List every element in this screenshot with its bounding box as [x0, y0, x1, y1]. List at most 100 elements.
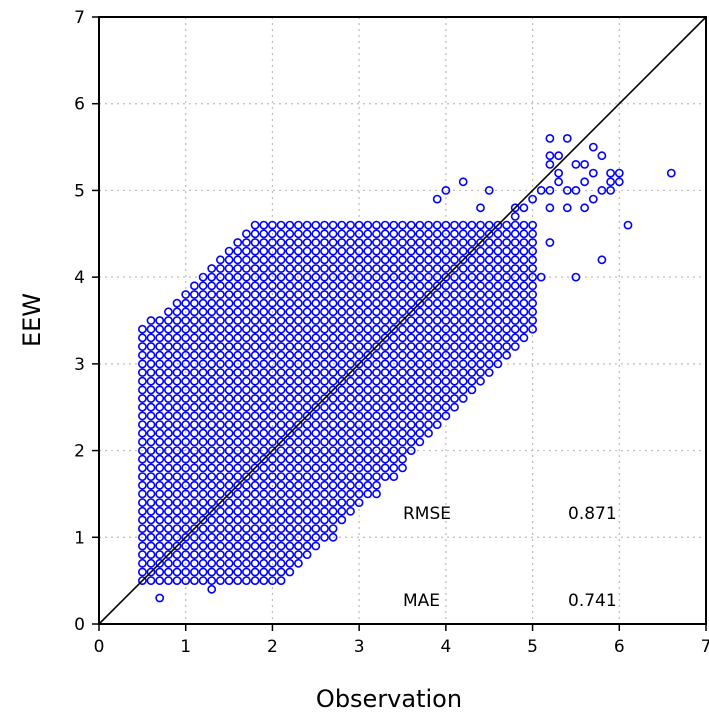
data-point	[189, 437, 199, 447]
data-point	[510, 255, 520, 265]
data-point	[476, 220, 485, 230]
data-point	[224, 541, 234, 551]
data-point	[224, 428, 234, 438]
data-point	[250, 342, 260, 351]
data-point	[285, 437, 295, 447]
data-point	[476, 316, 485, 325]
data-point	[259, 368, 269, 377]
data-point	[267, 238, 277, 247]
data-point	[363, 229, 373, 239]
data-point	[293, 246, 303, 256]
data-point	[241, 489, 251, 499]
data-point	[276, 255, 286, 265]
data-point	[380, 411, 390, 421]
data-point	[406, 307, 416, 317]
data-point	[346, 246, 355, 256]
data-point	[346, 402, 355, 412]
data-point	[415, 238, 425, 247]
data-point	[328, 298, 338, 308]
data-point	[528, 264, 537, 273]
data-point	[259, 307, 269, 317]
data-point	[467, 290, 477, 299]
data-point	[293, 532, 303, 542]
data-point	[302, 368, 312, 377]
data-point	[146, 394, 156, 403]
data-point	[137, 524, 147, 533]
data-point	[311, 437, 321, 447]
data-point	[389, 454, 399, 464]
data-point	[189, 359, 199, 369]
data-point	[172, 307, 182, 317]
data-point	[172, 420, 182, 429]
data-point	[224, 446, 234, 455]
data-point	[241, 307, 251, 317]
data-point	[163, 402, 173, 412]
data-point	[250, 359, 260, 369]
data-point	[328, 489, 338, 499]
data-point	[146, 437, 156, 447]
data-point	[441, 290, 451, 299]
data-point	[198, 498, 208, 507]
data-point	[363, 316, 373, 325]
data-point	[259, 298, 269, 308]
data-point	[207, 385, 217, 395]
data-point	[224, 506, 234, 516]
data-point	[198, 515, 208, 525]
data-point	[519, 229, 529, 239]
data-point	[250, 316, 260, 325]
data-point	[415, 402, 425, 412]
data-point	[415, 437, 425, 447]
data-point	[528, 324, 537, 334]
data-point	[320, 498, 329, 507]
data-point	[233, 281, 243, 291]
data-point	[198, 316, 208, 325]
data-point	[181, 558, 191, 568]
data-point	[346, 463, 355, 473]
data-point	[328, 272, 338, 282]
data-point	[493, 281, 503, 291]
data-point	[424, 411, 433, 421]
data-point	[571, 185, 581, 195]
data-point	[502, 316, 511, 325]
data-point	[580, 203, 589, 213]
data-point	[155, 350, 165, 360]
data-point	[398, 298, 407, 308]
data-point	[267, 298, 277, 308]
data-point	[233, 506, 243, 516]
data-point	[233, 541, 243, 551]
data-point	[198, 550, 208, 559]
data-point	[267, 437, 277, 447]
data-point	[363, 359, 373, 369]
data-point	[389, 342, 399, 351]
data-point	[502, 229, 511, 239]
data-point	[155, 359, 165, 369]
data-point	[519, 264, 529, 273]
data-point	[467, 376, 477, 386]
data-point	[588, 194, 598, 204]
data-point	[493, 307, 503, 317]
data-point	[311, 281, 321, 291]
data-point	[432, 376, 442, 386]
data-point	[493, 324, 503, 334]
data-point	[293, 385, 303, 395]
data-point	[571, 159, 581, 169]
data-point	[241, 567, 251, 577]
data-point	[441, 238, 451, 247]
data-point	[181, 428, 191, 438]
data-point	[215, 428, 225, 438]
data-point	[267, 454, 277, 464]
data-point	[207, 567, 217, 577]
data-point	[311, 454, 321, 464]
data-point	[363, 489, 373, 499]
data-point	[380, 342, 390, 351]
data-point	[588, 142, 598, 152]
data-point	[198, 385, 208, 395]
data-point	[346, 324, 355, 334]
y-tick-label: 4	[74, 268, 85, 288]
data-point	[441, 342, 451, 351]
data-point	[415, 220, 425, 230]
data-point	[172, 368, 182, 377]
data-point	[502, 220, 511, 230]
data-point	[389, 290, 399, 299]
data-point	[476, 290, 485, 299]
